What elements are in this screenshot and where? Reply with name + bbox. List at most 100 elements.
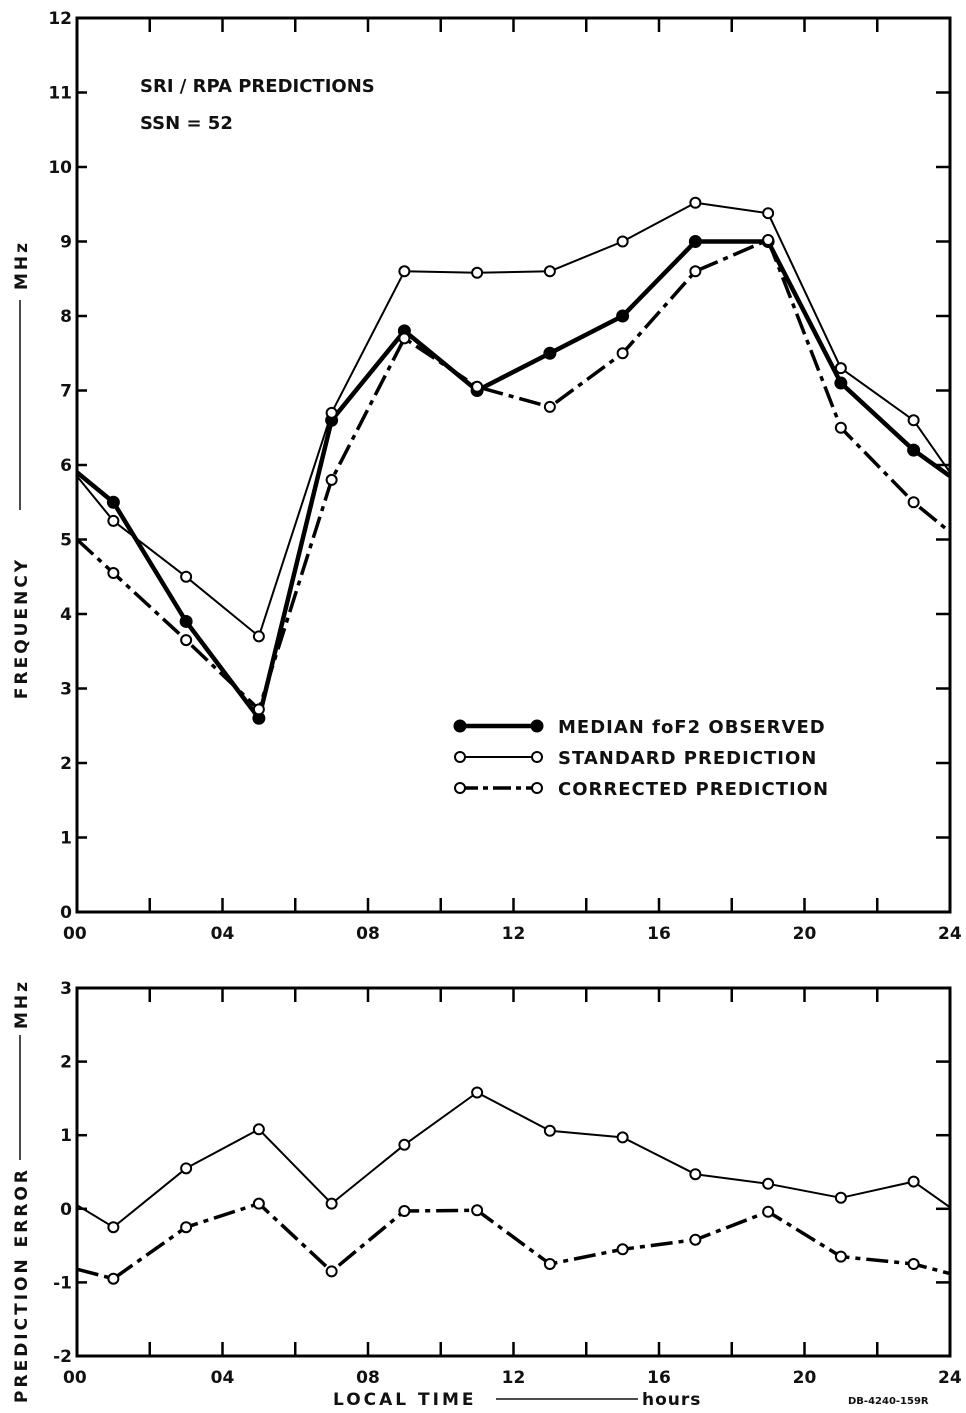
frequency-series-1-point <box>252 630 265 643</box>
frequency-series-0-point <box>616 309 630 323</box>
error-series-1-point <box>471 1204 484 1217</box>
error-y-tick-label: -1 <box>53 1273 72 1293</box>
frequency-series-0-point <box>907 443 921 457</box>
error-series-1-point <box>252 1197 265 1210</box>
error-series-0-point <box>471 1086 484 1099</box>
frequency-series-2-point <box>689 265 702 278</box>
error-y-axis-unit: MHz <box>12 979 32 1029</box>
frequency-series-1-point <box>616 235 629 248</box>
error-series-0-point <box>689 1168 702 1181</box>
frequency-series <box>75 196 952 725</box>
frequency-series-0-point <box>688 235 702 248</box>
frequency-series-1-point <box>907 414 920 427</box>
error-x-tick-label: 00 <box>63 1368 87 1388</box>
frequency-x-tick-label: 24 <box>938 924 962 944</box>
x-axis-unit: hours <box>642 1390 701 1410</box>
frequency-series-1-point <box>180 570 193 583</box>
legend-marker-0 <box>453 719 467 733</box>
frequency-series-1-point <box>325 406 338 419</box>
frequency-series-1-point <box>543 265 556 278</box>
frequency-plot-frame <box>75 16 952 914</box>
error-series <box>76 1086 951 1285</box>
error-x-tick-labels: 00 04 08 12 16 20 24 <box>63 1368 962 1388</box>
error-series-1-point <box>180 1221 193 1234</box>
frequency-x-tick-label: 20 <box>793 924 817 944</box>
legend: MEDIAN foF2 OBSERVED STANDARD PREDICTION C… <box>453 717 828 800</box>
frequency-series-0-point <box>179 614 193 628</box>
frequency-y-tick-label: 10 <box>48 158 72 178</box>
error-x-tick-label: 20 <box>793 1368 817 1388</box>
error-series-0-point <box>180 1162 193 1175</box>
legend-marker-1 <box>454 751 466 763</box>
frequency-series-2-point <box>907 496 920 509</box>
frequency-y-tick-label: 11 <box>48 84 72 104</box>
frequency-series-1-point <box>762 207 775 220</box>
error-x-tick-label: 24 <box>938 1368 962 1388</box>
frequency-series-1-line <box>76 201 951 638</box>
frequency-series-1-point <box>689 196 702 209</box>
frequency-series-0-point <box>834 376 848 390</box>
frequency-x-tick-labels: 00 04 08 12 16 20 24 <box>63 924 962 944</box>
legend-marker-2 <box>531 782 543 794</box>
error-series-0-point <box>325 1197 338 1210</box>
error-ticks <box>75 986 952 1358</box>
frequency-x-tick-label: 16 <box>647 924 671 944</box>
frequency-y-tick-label: 0 <box>60 903 72 923</box>
frequency-x-tick-label: 08 <box>356 924 380 944</box>
error-y-tick-label: 0 <box>60 1200 72 1220</box>
error-series-1-point <box>398 1205 411 1218</box>
error-y-tick-label: 1 <box>60 1126 72 1146</box>
frequency-y-tick-label: 9 <box>60 233 72 253</box>
frequency-y-tick-label: 4 <box>60 605 72 625</box>
frequency-series-1-point <box>471 266 484 279</box>
frequency-y-axis-unit: MHz <box>12 240 32 290</box>
legend-marker-2 <box>454 782 466 794</box>
frequency-series-2-line <box>75 238 952 712</box>
frequency-series-2-point <box>834 421 847 434</box>
error-x-tick-label: 04 <box>211 1368 235 1388</box>
error-y-tick-label: 2 <box>60 1053 72 1073</box>
frequency-ticks <box>75 16 952 914</box>
frequency-series-2-point <box>616 347 629 360</box>
frequency-y-tick-label: 1 <box>60 829 72 849</box>
error-series-1-point <box>616 1243 629 1256</box>
error-plot-frame <box>75 986 952 1358</box>
legend-marker-0 <box>530 719 544 733</box>
frequency-series-0-line <box>75 239 952 721</box>
legend-label-0: MEDIAN foF2 OBSERVED <box>558 717 826 738</box>
error-series-0-point <box>762 1177 775 1190</box>
error-series-1-point <box>543 1258 556 1270</box>
error-series-1-point <box>907 1258 920 1270</box>
frequency-series-2-point <box>398 332 411 345</box>
error-y-tick-label: -2 <box>53 1347 72 1367</box>
error-series-0-point <box>252 1123 265 1136</box>
frequency-series-2-point <box>543 400 556 413</box>
frequency-y-tick-label: 2 <box>60 754 72 774</box>
error-series-0-point <box>398 1138 411 1151</box>
x-axis-label: LOCAL TIME <box>333 1390 477 1410</box>
frequency-x-tick-label: 00 <box>63 924 87 944</box>
error-series-1-point <box>325 1265 338 1278</box>
frequency-series-0-point <box>106 495 120 509</box>
frequency-series-1-point <box>834 362 847 375</box>
frequency-y-tick-label: 5 <box>60 531 72 551</box>
frequency-y-tick-label: 6 <box>60 456 72 476</box>
error-series-0-point <box>834 1191 847 1204</box>
frequency-series-2-point <box>180 634 193 647</box>
error-series-0-point <box>616 1131 629 1144</box>
frequency-series-1-point <box>107 514 120 527</box>
error-series-1-point <box>689 1233 702 1246</box>
frequency-series-2-point <box>252 703 265 716</box>
annotation-title: SRI / RPA PREDICTIONS <box>140 76 375 97</box>
error-series-0-point <box>543 1124 556 1137</box>
error-series-1-line <box>76 1201 951 1281</box>
annotation-ssn: SSN = 52 <box>140 113 233 134</box>
legend-marker-1 <box>531 751 543 763</box>
frequency-y-tick-label: 7 <box>60 382 72 402</box>
error-series-0-point <box>107 1221 120 1234</box>
error-y-tick-labels: -2 -1 0 1 2 3 <box>53 979 72 1367</box>
frequency-series-2-point <box>107 567 120 580</box>
frequency-y-tick-label: 8 <box>60 307 72 327</box>
